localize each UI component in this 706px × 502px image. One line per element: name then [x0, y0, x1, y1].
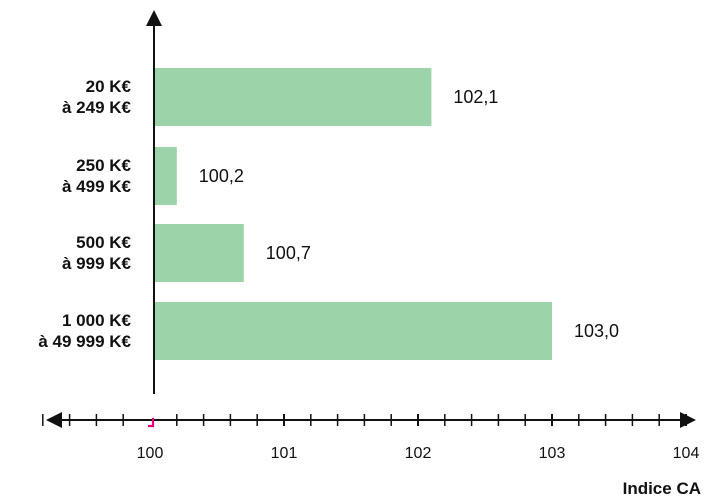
- x-tick-label: 101: [271, 445, 298, 462]
- bar: [154, 147, 177, 205]
- origin-break-marker: [148, 418, 155, 428]
- y-axis-arrow: [146, 10, 162, 26]
- x-tick-label: 102: [405, 445, 432, 462]
- bar-value-label: 100,2: [199, 166, 244, 186]
- bar: [154, 68, 432, 126]
- x-axis-left-arrow: [46, 412, 62, 428]
- bars-group: 102,1 100,2 100,7 103,0: [154, 68, 619, 360]
- bar: [154, 302, 552, 360]
- category-label: 1 000 K€ à 49 999 K€: [38, 311, 131, 351]
- category-label: 20 K€ à 249 K€: [62, 77, 132, 117]
- x-tick-label: 100: [137, 445, 164, 462]
- category-label: 250 K€ à 499 K€: [62, 156, 132, 196]
- x-tick-label: 103: [539, 445, 566, 462]
- category-labels: 20 K€ à 249 K€ 250 K€ à 499 K€ 500 K€ à 999 K…: [38, 77, 131, 351]
- category-label: 500 K€ à 999 K€: [62, 233, 132, 273]
- x-ticks: 100 101 102 103 104: [42, 414, 700, 462]
- x-tick-label: 104: [673, 445, 700, 462]
- x-axis-label: Indice CA: [623, 479, 701, 498]
- bar-value-label: 102,1: [453, 87, 498, 107]
- bar: [154, 224, 244, 282]
- x-axis-right-arrow: [680, 412, 696, 428]
- bar-value-label: 103,0: [574, 321, 619, 341]
- bar-value-label: 100,7: [266, 243, 311, 263]
